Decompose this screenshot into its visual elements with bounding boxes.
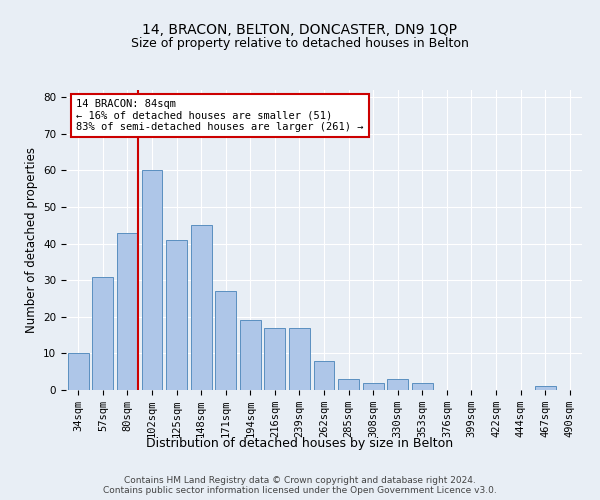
Text: Contains HM Land Registry data © Crown copyright and database right 2024.
Contai: Contains HM Land Registry data © Crown c… bbox=[103, 476, 497, 495]
Text: 14 BRACON: 84sqm
← 16% of detached houses are smaller (51)
83% of semi-detached : 14 BRACON: 84sqm ← 16% of detached house… bbox=[76, 99, 364, 132]
Bar bbox=[289, 328, 310, 390]
Bar bbox=[68, 354, 89, 390]
Bar bbox=[412, 382, 433, 390]
Bar bbox=[338, 379, 359, 390]
Bar bbox=[215, 291, 236, 390]
Bar bbox=[117, 232, 138, 390]
Text: Size of property relative to detached houses in Belton: Size of property relative to detached ho… bbox=[131, 38, 469, 51]
Text: Distribution of detached houses by size in Belton: Distribution of detached houses by size … bbox=[146, 438, 454, 450]
Bar bbox=[387, 379, 408, 390]
Bar bbox=[314, 360, 334, 390]
Y-axis label: Number of detached properties: Number of detached properties bbox=[25, 147, 38, 333]
Bar bbox=[92, 276, 113, 390]
Bar bbox=[265, 328, 286, 390]
Bar bbox=[362, 382, 383, 390]
Bar bbox=[240, 320, 261, 390]
Bar bbox=[191, 226, 212, 390]
Text: 14, BRACON, BELTON, DONCASTER, DN9 1QP: 14, BRACON, BELTON, DONCASTER, DN9 1QP bbox=[143, 22, 458, 36]
Bar bbox=[166, 240, 187, 390]
Bar bbox=[535, 386, 556, 390]
Bar bbox=[142, 170, 163, 390]
